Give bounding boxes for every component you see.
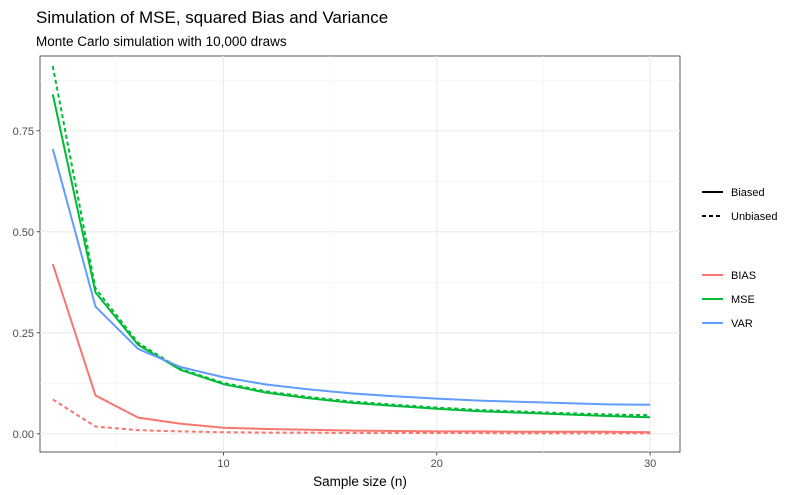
y-tick-label: 0.00 bbox=[13, 429, 34, 441]
x-tick-label: 30 bbox=[644, 458, 656, 470]
x-tick-label: 10 bbox=[217, 458, 229, 470]
x-axis-title: Sample size (n) bbox=[313, 474, 407, 489]
legend-linetype: Biased Unbiased bbox=[702, 187, 777, 223]
major-gridlines bbox=[40, 56, 680, 452]
legend-color: BIAS MSE VAR bbox=[702, 270, 756, 330]
minor-gridlines bbox=[40, 56, 680, 452]
legend-label-var: VAR bbox=[731, 318, 753, 330]
plot-panel bbox=[39, 55, 681, 453]
legend-label-unbiased: Unbiased bbox=[731, 211, 777, 223]
legend-label-biased: Biased bbox=[731, 187, 765, 199]
axis-ticks: 10 20 30 0.00 0.25 0.50 0.75 bbox=[13, 126, 657, 470]
chart-subtitle: Monte Carlo simulation with 10,000 draws bbox=[36, 34, 287, 49]
y-tick-label: 0.25 bbox=[13, 328, 34, 340]
legend-label-mse: MSE bbox=[731, 294, 755, 306]
series-line-bias-unbiased bbox=[52, 398, 651, 435]
legend-label-bias: BIAS bbox=[731, 270, 756, 282]
chart-title: Simulation of MSE, squared Bias and Vari… bbox=[36, 8, 388, 27]
series-line-var-biased bbox=[51, 148, 651, 406]
series-lines bbox=[51, 65, 651, 435]
series-line-bias-biased bbox=[51, 263, 651, 434]
y-tick-label: 0.75 bbox=[13, 126, 34, 138]
y-tick-label: 0.50 bbox=[13, 227, 34, 239]
x-tick-label: 20 bbox=[431, 458, 443, 470]
series-line-mse-biased bbox=[51, 94, 651, 419]
series-line-mse-unbiased bbox=[51, 65, 651, 417]
